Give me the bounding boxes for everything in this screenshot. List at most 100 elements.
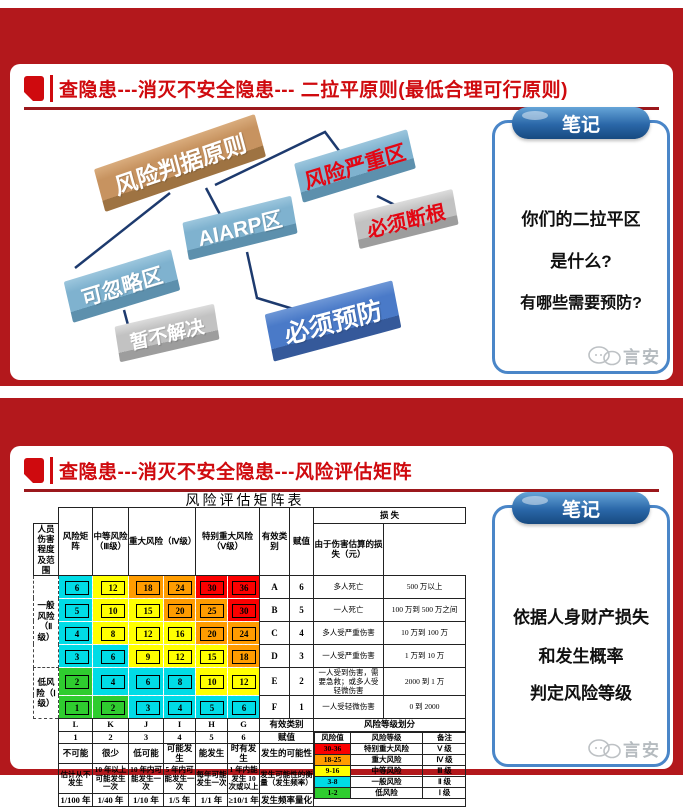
severity-amount: 0 到 2000 [383, 694, 467, 719]
header-medium-risk: 中等风险（Ⅲ级） [92, 507, 129, 576]
severity-value: 4 [289, 620, 315, 645]
likelihood-cell: 可能发生 [162, 742, 197, 765]
severity-amount: 100 万到 500 万之间 [383, 597, 467, 622]
footer-number: 6 [227, 730, 261, 744]
severity-value: 6 [289, 574, 315, 599]
matrix-cell: 6 [227, 694, 261, 719]
matrix-cell: 10 [195, 666, 229, 696]
header-loss: 损 失 [313, 507, 467, 524]
legend-note: Ⅱ 级 [422, 775, 465, 788]
quantified-cell: ≥10/1 年 [227, 793, 261, 807]
severity-value: 3 [289, 643, 315, 668]
severity-desc: 一人死亡 [313, 597, 385, 622]
matrix-cell: 12 [227, 666, 261, 696]
row-group-general-risk: 一般风险（Ⅱ级） [33, 574, 59, 668]
matrix-cell: 4 [58, 620, 93, 645]
matrix-cell: 18 [227, 643, 261, 668]
footer-numbers-row: 1 2 3 4 5 6 赋值 风险值 风险等级 备注 [34, 730, 467, 807]
matrix-cell: 30 [195, 574, 229, 599]
note-line: 和发生概率 [538, 647, 624, 666]
slide-1-title-bar: 查隐患---消灭不安全隐患--- 二拉平原则(最低合理可行原则) [24, 71, 659, 105]
document-icon [24, 457, 44, 483]
note-line: 判定风险等级 [530, 684, 632, 703]
legend-swatch: 1-2 [314, 786, 352, 799]
footer-number: 2 [92, 730, 129, 744]
legend-header: 风险等级 [350, 732, 424, 744]
matrix-cell: 24 [162, 574, 197, 599]
page: { "slide1": { "title": "查隐患---消灭不安全隐患---… [0, 8, 683, 807]
legend-level: 一般风险 [350, 775, 424, 788]
legend-row: 30-36 特别重大风险 Ⅴ 级 [314, 742, 465, 755]
header-value: 赋值 [289, 507, 315, 576]
severity-desc: 一人受到伤害，需要急救；或多人受轻微伤害 [313, 666, 385, 696]
legend-title: 风险等级划分 [313, 717, 467, 732]
matrix-cell: 16 [162, 620, 197, 645]
footer-letter: K [92, 717, 129, 732]
legend-row: 3-8 一般风险 Ⅱ 级 [314, 775, 465, 788]
severity-value: 2 [289, 666, 315, 696]
legend-row: 1-2 低风险 Ⅰ 级 [314, 786, 465, 799]
matrix-cell: 3 [128, 694, 164, 719]
slide-2-content-panel: 查隐患---消灭不安全隐患---风险评估矩阵 风险评估矩阵表 风险矩阵 中等风险… [10, 446, 673, 807]
matrix-cell: 4 [92, 666, 129, 696]
risk-level-legend: 风险值 风险等级 备注 30-36 特别重大风险 Ⅴ 级 18-25 重大风险 [313, 730, 467, 807]
legend-swatch: 18-25 [314, 753, 352, 766]
row-group-low-risk: 低风险（Ⅰ级） [33, 666, 59, 719]
severity-amount: 500 万以上 [383, 574, 467, 599]
quantified-cell: 1/10 年 [128, 793, 164, 807]
matrix-cell: 24 [227, 620, 261, 645]
note-line: 你们的二拉平区 [521, 210, 641, 229]
notes-header-label: 笔记 [561, 114, 600, 136]
footer-number: 3 [128, 730, 164, 744]
matrix-cell: 2 [58, 666, 93, 696]
matrix-cell: 8 [92, 620, 129, 645]
header-extreme-risk: 特别重大风险（Ⅴ级） [195, 507, 261, 576]
severity-desc: 多人死亡 [313, 574, 385, 599]
title-underline [24, 107, 659, 110]
footer-letter: I [162, 717, 197, 732]
matrix-cell: 12 [162, 643, 197, 668]
legend-level: 低风险 [350, 786, 424, 799]
legend-note: Ⅲ 级 [422, 764, 465, 777]
watermark: 言安 [587, 343, 661, 368]
footer-letters-row: L K J I H G 有效类别 风险等级划分 [34, 717, 467, 732]
footer-letter: L [58, 717, 93, 732]
severity-amount: 1 万到 10 万 [383, 643, 467, 668]
severity-value: 5 [289, 597, 315, 622]
matrix-cell: 4 [162, 694, 197, 719]
legend-header: 风险值 [314, 732, 352, 744]
legend-swatch: 3-8 [314, 775, 352, 788]
quantified-cell: 1/1 年 [195, 793, 229, 807]
matrix-row: 4 8 12 16 20 24 C 4 多人受严重伤害 10 万到 100 万 [34, 620, 467, 645]
likelihood-cell: 时有发生 [227, 742, 261, 765]
severity-category: C [259, 620, 291, 645]
footer-letter: G [227, 717, 261, 732]
legend-header-row: 风险值 风险等级 备注 [314, 732, 465, 744]
matrix-cell: 3 [58, 643, 93, 668]
footer-number: 4 [162, 730, 197, 744]
header-risk-matrix: 风险矩阵 [58, 507, 93, 576]
severity-category: A [259, 574, 291, 599]
legend-swatch: 9-16 [314, 764, 352, 777]
footer-label-quantified: 发生频率量化 [259, 793, 315, 807]
matrix-row: 一般风险（Ⅱ级） 6 12 18 24 30 36 A 6 多人死亡 500 万… [33, 574, 467, 668]
slide-2: 查隐患---消灭不安全隐患---风险评估矩阵 风险评估矩阵表 风险矩阵 中等风险… [0, 398, 683, 807]
header-major-risk: 重大风险（Ⅳ级） [127, 507, 197, 576]
note-line: 依据人身财产损失 [513, 608, 649, 627]
footer-number: 1 [58, 730, 93, 744]
matrix-row: 1 2 3 4 5 6 F 1 一人受轻微伤害 0 到 2000 [34, 694, 467, 719]
matrix-cell: 5 [58, 597, 93, 622]
slide-2-title-bar: 查隐患---消灭不安全隐患---风险评估矩阵 [24, 453, 659, 487]
chat-bubbles-icon [588, 345, 621, 365]
matrix-row: 低风险（Ⅰ级） 2 4 6 8 10 12 E 2 一人受到伤害，需要急救；或多… [33, 666, 467, 719]
header-loss-amount: 由于伤害估算的损失（元） [313, 523, 385, 576]
matrix-cell: 6 [128, 666, 164, 696]
severity-amount: 2000 到 1 万 [383, 666, 467, 696]
slide-2-title: 查隐患---消灭不安全隐患---风险评估矩阵 [59, 461, 412, 483]
matrix-cell: 6 [58, 574, 93, 599]
severity-desc: 一人受轻微伤害 [313, 694, 385, 719]
quantified-cell: 1/40 年 [92, 793, 129, 807]
risk-principle-diagram: 风险判据原则 风险严重区 AIARP区 必须断根 可忽略区 暂不解决 必须预防 [20, 114, 482, 380]
severity-amount: 10 万到 100 万 [383, 620, 467, 645]
notes-header-pill: 笔记 [512, 492, 650, 524]
